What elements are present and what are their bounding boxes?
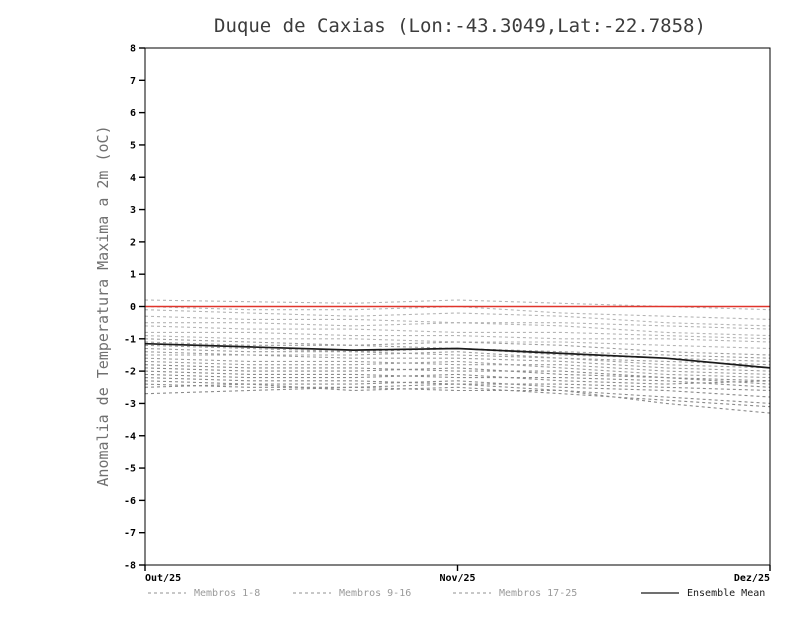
ensemble-mean-line xyxy=(144,342,771,369)
y-tick-label: 1 xyxy=(130,270,136,281)
x-tick-label: Out/25 xyxy=(145,573,181,584)
member-10-line xyxy=(144,341,771,359)
member-7-line xyxy=(145,331,771,343)
member-20-line xyxy=(144,373,771,385)
member-23-line xyxy=(144,383,771,404)
member-6-line xyxy=(144,325,771,340)
member-25-line xyxy=(144,383,771,414)
member-24-line xyxy=(144,383,771,408)
member-22-line xyxy=(144,380,771,398)
x-tick-label: Nov/25 xyxy=(439,573,475,584)
y-tick-label: -2 xyxy=(124,367,136,378)
legend-label: Membros 1-8 xyxy=(194,588,260,599)
y-tick-label: 0 xyxy=(130,302,136,313)
plot-layer: -8 -7 -6 -5 -4 -3 -2 -1 0 1 2 3 4 5 6 7 8 Out/25 Nov/25 Dez… xyxy=(124,44,771,584)
legend-label: Ensemble Mean xyxy=(687,588,765,599)
legend-item-2: Membros 9-16 xyxy=(293,588,411,599)
member-1-line xyxy=(144,299,771,311)
member-9-line xyxy=(144,338,771,356)
x-tick-label: Dez/25 xyxy=(734,573,770,584)
member-5-line xyxy=(145,322,771,337)
legend-label: Membros 9-16 xyxy=(339,588,411,599)
y-tick-label: 2 xyxy=(130,237,136,248)
y-tick-label: 8 xyxy=(130,44,136,55)
y-tick-label: -6 xyxy=(124,496,136,507)
member-19-line xyxy=(144,370,771,388)
y-tick-label: -3 xyxy=(124,399,136,410)
y-tick-label: -8 xyxy=(124,561,136,572)
y-tick-label: 7 xyxy=(130,76,136,87)
legend-label: Membros 17-25 xyxy=(499,588,577,599)
y-tick-label: 3 xyxy=(130,205,136,216)
member-18-line xyxy=(144,367,771,385)
legend-item-1: Membros 1-8 xyxy=(148,588,260,599)
y-tick-label: 6 xyxy=(130,108,136,119)
chart-legend: Membros 1-8 Membros 9-16 Membros 17-25 Ense… xyxy=(148,588,765,599)
member-12-line xyxy=(144,347,771,366)
y-tick-label: -1 xyxy=(124,334,136,345)
member-14-line xyxy=(145,354,771,372)
member-16-line xyxy=(144,360,771,379)
y-tick-label: 4 xyxy=(130,173,136,184)
member-17-line xyxy=(144,364,771,382)
member-3-line xyxy=(144,309,771,327)
legend-item-4: Ensemble Mean xyxy=(641,588,765,599)
y-axis-label: Anomalia de Temperatura Maxima a 2m (oC) xyxy=(94,125,112,486)
member-15-line xyxy=(144,357,771,375)
y-tick-label: -5 xyxy=(124,464,136,475)
legend-item-3: Membros 17-25 xyxy=(453,588,577,599)
y-tick-label: 5 xyxy=(130,140,136,151)
y-tick-label: -4 xyxy=(124,431,136,442)
y-tick-label: -7 xyxy=(124,528,136,539)
chart-title: Duque de Caxias (Lon:-43.3049,Lat:-22.78… xyxy=(214,15,706,37)
